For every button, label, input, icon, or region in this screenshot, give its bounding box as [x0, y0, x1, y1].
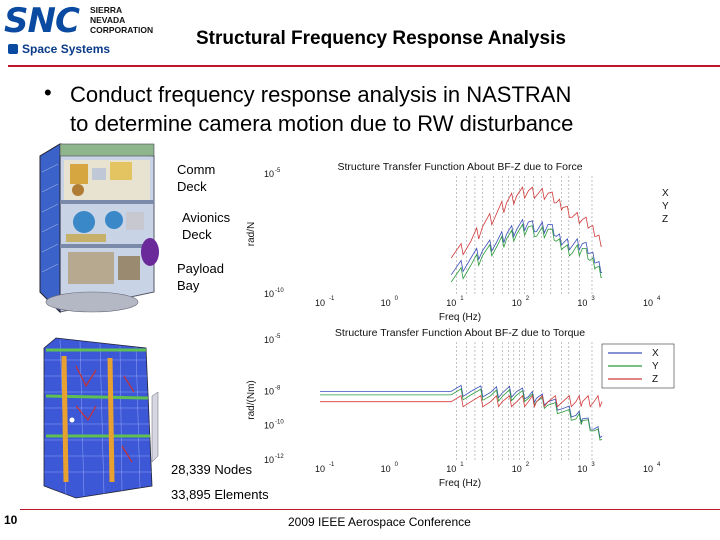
legend-entry: X [652, 348, 659, 359]
payload-bay-label-line-1: Payload [177, 261, 224, 276]
node-count-label: 28,339 Nodes [170, 461, 253, 478]
x-tick-label: 10 [315, 464, 325, 474]
fem-model-image [43, 337, 159, 499]
logo-line-2: NEVADA [90, 15, 126, 25]
avionics-deck-label: Avionics Deck [181, 209, 232, 243]
bullet-icon: • [44, 80, 52, 105]
comm-deck-label-line-1: Comm [177, 162, 216, 177]
comm-deck-label-line-2: Deck [177, 179, 207, 194]
x-tick-label: 10 [446, 298, 456, 308]
y-axis-label: rad/N [246, 222, 257, 246]
x-axis-label: Freq (Hz) [439, 312, 481, 323]
series-line-x [320, 384, 603, 439]
logo-line-1: SIERRA [90, 5, 123, 15]
x-tick-label: 10 [381, 464, 391, 474]
logo-division: Space Systems [22, 42, 111, 56]
x-tick-exponent: 4 [657, 462, 661, 468]
x-tick-exponent: 2 [526, 296, 530, 302]
legend-entry: Z [662, 214, 668, 225]
y-tick-exponent: -5 [275, 168, 281, 174]
page-number: 10 [4, 513, 18, 527]
y-tick-exponent: -10 [275, 288, 284, 294]
series-line-z [450, 186, 603, 259]
header-rule [8, 65, 720, 67]
legend-entry: Y [652, 361, 659, 372]
logo-line-3: CORPORATION [90, 25, 154, 35]
y-tick-label: 10 [264, 421, 274, 431]
y-tick-exponent: -12 [275, 454, 284, 460]
x-tick-label: 10 [512, 298, 522, 308]
y-tick-label: 10 [264, 169, 274, 179]
bullet-line-1: Conduct frequency response analysis in N… [70, 82, 572, 107]
y-axis-label: rad/(Nm) [246, 380, 257, 419]
x-tick-exponent: 0 [395, 462, 399, 468]
x-tick-exponent: 0 [395, 296, 399, 302]
y-tick-label: 10 [264, 386, 274, 396]
x-axis-label: Freq (Hz) [439, 478, 481, 489]
series-line-z [320, 394, 603, 409]
x-tick-exponent: 1 [460, 462, 464, 468]
company-logo: SNC SIERRA NEVADA CORPORATION Space Syst… [4, 4, 170, 60]
x-tick-label: 10 [315, 298, 325, 308]
comm-deck-label: Comm Deck [176, 161, 217, 195]
chart-title: Structure Transfer Function About BF-Z d… [335, 327, 585, 339]
x-tick-exponent: -1 [329, 462, 335, 468]
x-tick-exponent: 3 [591, 462, 595, 468]
footer-rule [20, 509, 720, 510]
x-tick-exponent: -1 [329, 296, 335, 302]
avionics-deck-label-line-1: Avionics [182, 210, 231, 225]
legend-entry: Y [662, 201, 669, 212]
x-tick-label: 10 [512, 464, 522, 474]
x-tick-exponent: 2 [526, 462, 530, 468]
x-tick-label: 10 [577, 464, 587, 474]
torque-transfer-function-chart: Structure Transfer Function About BF-Z d… [246, 327, 675, 489]
payload-bay-label-line-2: Bay [177, 278, 200, 293]
x-tick-exponent: 3 [591, 296, 595, 302]
bullet-text: Conduct frequency response analysis in N… [70, 80, 690, 138]
x-tick-label: 10 [446, 464, 456, 474]
chart-title: Structure Transfer Function About BF-Z d… [337, 161, 582, 173]
bullet-line-2: to determine camera motion due to RW dis… [70, 111, 574, 136]
y-tick-exponent: -5 [275, 334, 281, 340]
x-tick-label: 10 [577, 298, 587, 308]
footer-conference: 2009 IEEE Aerospace Conference [288, 515, 471, 529]
x-tick-label: 10 [643, 298, 653, 308]
y-tick-exponent: -8 [275, 385, 281, 391]
y-tick-exponent: -10 [275, 420, 284, 426]
y-tick-label: 10 [264, 455, 274, 465]
x-tick-exponent: 1 [460, 296, 464, 302]
x-tick-label: 10 [381, 298, 391, 308]
y-tick-label: 10 [264, 289, 274, 299]
force-transfer-function-chart: Structure Transfer Function About BF-Z d… [246, 161, 669, 323]
logo-mark: SNC [4, 1, 80, 41]
slide-title: Structural Frequency Response Analysis [196, 28, 566, 49]
series-line-y [450, 223, 603, 283]
x-tick-exponent: 4 [657, 296, 661, 302]
series-line-x [450, 218, 603, 276]
avionics-deck-label-line-2: Deck [182, 227, 212, 242]
logo-division-icon [8, 44, 18, 54]
spacecraft-model-image [39, 143, 159, 314]
payload-bay-label: Payload Bay [176, 260, 225, 294]
x-tick-label: 10 [643, 464, 653, 474]
legend-entry: X [662, 188, 669, 199]
y-tick-label: 10 [264, 335, 274, 345]
legend-entry: Z [652, 374, 658, 385]
element-count-label: 33,895 Elements [170, 486, 270, 503]
